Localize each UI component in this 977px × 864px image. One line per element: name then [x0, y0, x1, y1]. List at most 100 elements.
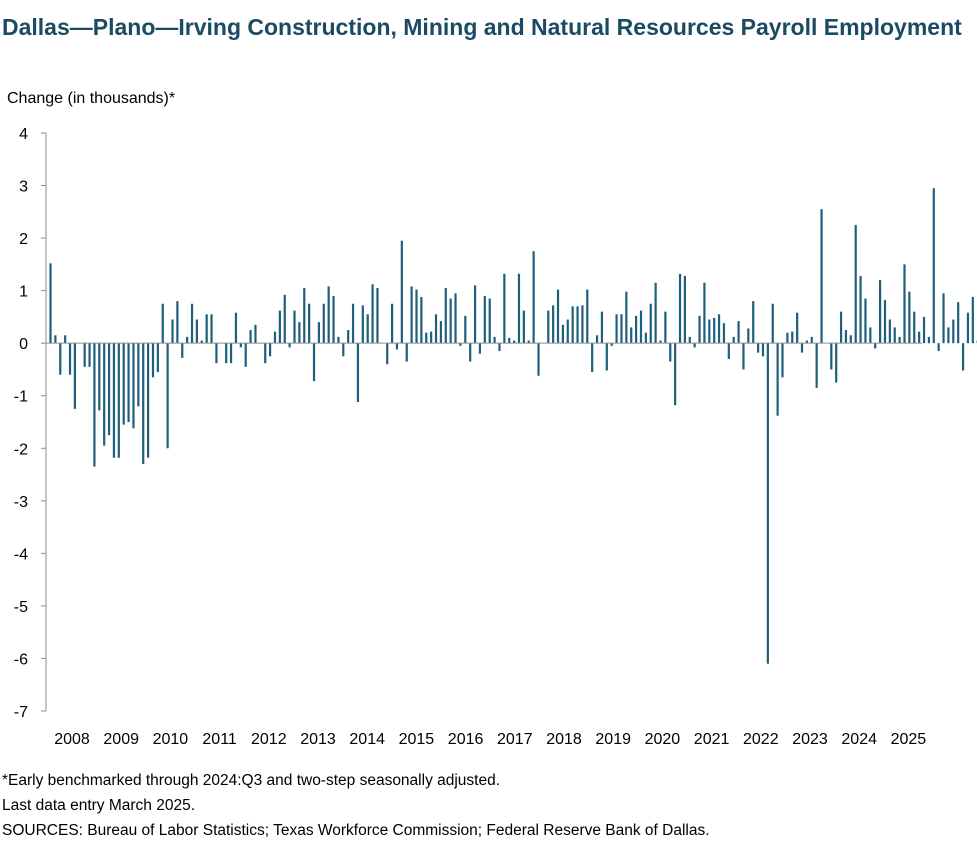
y-tick-label: -3 — [14, 494, 28, 511]
x-tick-label: 2018 — [546, 731, 582, 748]
bar — [839, 311, 843, 344]
bar — [371, 284, 374, 344]
bar — [893, 327, 896, 344]
bar — [581, 305, 584, 344]
x-tick-label: 2025 — [891, 731, 927, 748]
bar — [771, 303, 774, 344]
bar — [142, 343, 145, 465]
bar — [796, 312, 799, 344]
bar — [181, 343, 184, 358]
x-tick-label: 2011 — [202, 731, 237, 748]
bar — [776, 343, 779, 416]
bar — [639, 310, 643, 344]
bar — [547, 310, 550, 344]
bar — [464, 315, 467, 344]
y-tick-label: 2 — [19, 231, 28, 248]
bar — [49, 263, 52, 344]
bar — [112, 343, 116, 458]
bar — [932, 188, 935, 344]
bar — [147, 343, 150, 458]
bar — [469, 343, 472, 362]
bar — [835, 343, 838, 383]
bar — [322, 303, 325, 344]
axes-group — [45, 133, 922, 711]
bar — [654, 282, 657, 344]
x-tick-label: 2015 — [399, 731, 435, 748]
bar — [488, 298, 491, 344]
bar — [781, 343, 784, 378]
bar — [386, 343, 389, 365]
bar — [68, 343, 72, 375]
bar — [586, 289, 589, 344]
bar — [766, 343, 769, 664]
bar — [137, 343, 140, 407]
bar — [269, 343, 272, 357]
bar — [420, 296, 423, 344]
bar — [190, 303, 194, 344]
bar — [430, 331, 433, 344]
bar — [454, 293, 457, 344]
bar — [434, 314, 438, 344]
bar — [761, 343, 765, 357]
bar — [566, 319, 569, 344]
bar — [664, 311, 667, 344]
bar — [342, 343, 345, 357]
bar — [103, 343, 106, 446]
bar — [864, 298, 867, 344]
y-tick-label: 1 — [19, 284, 28, 301]
bar — [249, 330, 252, 344]
bar — [805, 340, 808, 344]
bar — [903, 264, 906, 344]
bar — [234, 312, 238, 344]
bar — [537, 343, 540, 376]
y-tick-label: -5 — [14, 599, 28, 616]
bar — [561, 324, 564, 344]
bar — [757, 343, 760, 353]
bar — [810, 336, 813, 344]
x-tick-label: 2013 — [300, 731, 336, 748]
bar — [922, 316, 926, 344]
bar — [166, 343, 169, 449]
footnote-benchmark: *Early benchmarked through 2024:Q3 and t… — [2, 772, 501, 789]
x-tick-label: 2017 — [497, 731, 533, 748]
bar — [600, 311, 604, 344]
bar — [703, 282, 706, 344]
y-axis-label: Change (in thousands)* — [7, 90, 176, 107]
bar — [717, 314, 721, 344]
bar — [347, 330, 350, 344]
bar — [493, 336, 496, 344]
bar — [356, 343, 360, 403]
bar — [293, 310, 296, 344]
y-tick-label: 0 — [19, 336, 28, 353]
y-tick-label: -7 — [14, 704, 28, 721]
bar — [132, 343, 135, 429]
bar — [415, 289, 418, 344]
bar — [898, 336, 901, 344]
bar — [73, 343, 76, 409]
bar — [517, 273, 521, 344]
x-tick-label: 2010 — [153, 731, 189, 748]
bar — [391, 303, 394, 344]
x-tick-label: 2024 — [841, 731, 877, 748]
bar — [630, 327, 633, 344]
bar — [742, 343, 745, 370]
bar — [327, 286, 330, 344]
bar — [937, 343, 940, 352]
bar — [303, 288, 306, 344]
bar — [83, 343, 86, 367]
bar — [439, 321, 442, 344]
bar — [942, 293, 945, 344]
footnote-last-entry: Last data entry March 2025. — [2, 797, 196, 814]
bar — [595, 335, 599, 344]
bar — [351, 303, 355, 344]
bar — [283, 294, 286, 344]
bar — [312, 343, 316, 382]
bar — [425, 332, 428, 344]
bar — [683, 275, 686, 344]
bar — [966, 312, 970, 344]
bar — [483, 295, 486, 344]
y-tick-label: -2 — [14, 441, 28, 458]
bar — [513, 340, 516, 344]
x-tick-labels: 2008 2009 2010 2011 2012 2013 2014 2015 2016 2017… — [54, 731, 926, 748]
x-tick-label: 2008 — [54, 731, 90, 748]
